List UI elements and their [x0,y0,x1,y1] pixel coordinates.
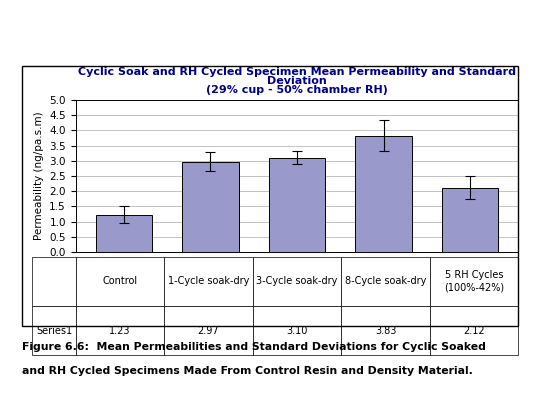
Bar [442,188,498,252]
Text: Figure 6.6:  Mean Permeabilities and Standard Deviations for Cyclic Soaked: Figure 6.6: Mean Permeabilities and Stan… [22,342,485,352]
Bar [183,162,239,252]
Text: and RH Cycled Specimens Made From Control Resin and Density Material.: and RH Cycled Specimens Made From Contro… [22,366,472,376]
Text: Deviation: Deviation [267,76,327,86]
Bar [269,158,325,252]
Text: (29% cup - 50% chamber RH): (29% cup - 50% chamber RH) [206,85,388,95]
Bar [355,136,411,252]
Y-axis label: Permeability (ng/pa.s.m): Permeability (ng/pa.s.m) [33,112,44,240]
Text: Cyclic Soak and RH Cycled Specimen Mean Permeability and Standard: Cyclic Soak and RH Cycled Specimen Mean … [78,67,516,77]
Bar [96,215,152,252]
